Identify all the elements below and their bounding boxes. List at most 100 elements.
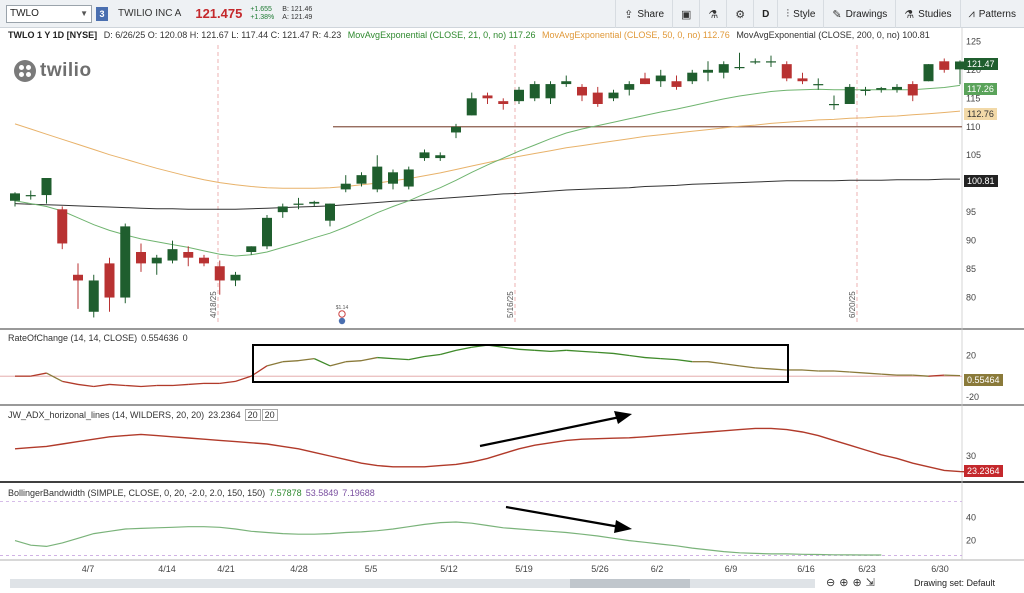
zoom-in-icon[interactable]: ⊕ (839, 577, 849, 589)
time-axis-label: 6/30 (931, 564, 949, 574)
candle-up (561, 81, 572, 85)
roc-line-segment (912, 374, 929, 377)
studies-button[interactable]: ⚗ Studies (895, 0, 959, 28)
roc-line-segment (707, 361, 724, 365)
candle-down (498, 101, 509, 104)
scrollbar-thumb[interactable] (570, 579, 690, 588)
roc-line-segment (802, 369, 819, 372)
roc-line-segment (770, 368, 787, 371)
candle-down (214, 266, 225, 281)
adx-box-2: 20 (261, 409, 278, 421)
cursor-icon[interactable]: ⇲ (865, 577, 875, 589)
roc-line-segment (30, 372, 47, 377)
price-scale-label: 90 (966, 236, 976, 246)
candle-up (41, 178, 52, 196)
roc-value-tag: 0.55464 (964, 374, 1003, 386)
candle-down (797, 78, 808, 82)
patterns-button[interactable]: ⩘ Patterns (959, 0, 1024, 28)
earnings-marker[interactable]: $1.14 (336, 305, 349, 325)
roc-line-segment (172, 383, 189, 387)
roc-scale-label: 20 (966, 351, 976, 361)
roc-line-segment (723, 363, 740, 367)
candle-up (860, 89, 871, 91)
aggregation-label: D (762, 8, 770, 20)
settings-button[interactable]: ⚙ (726, 0, 753, 28)
change-block: +1.655 +1.38% (250, 6, 274, 22)
ema200-line (14, 178, 960, 210)
ask-price: A: 121.49 (282, 13, 313, 21)
candle-up (419, 152, 430, 159)
ema200-legend[interactable]: MovAvgExponential (CLOSE, 200, 0, no) 10… (736, 30, 930, 40)
snapshot-button[interactable]: ▣ (672, 0, 699, 28)
date-marker-label: 4/18/25 (209, 291, 218, 318)
candle-up (655, 75, 666, 82)
candle-up (88, 280, 99, 312)
ema50-price-tag: 112.76 (964, 108, 997, 120)
price-panel (10, 52, 965, 318)
time-axis-label: 6/2 (651, 564, 664, 574)
drawing-set-label[interactable]: Drawing set: Default (914, 578, 996, 588)
lab-button[interactable]: ⚗ (699, 0, 726, 28)
ema21-legend[interactable]: MovAvgExponential (CLOSE, 21, 0, no) 117… (347, 30, 536, 40)
ema21-price-tag: 117.26 (964, 83, 997, 95)
candle-down (199, 257, 209, 264)
candle-up (277, 206, 288, 213)
svg-text:$1.14: $1.14 (336, 305, 349, 311)
bbw-line (14, 521, 882, 556)
adx-value-tag: 23.2364 (964, 465, 1003, 477)
roc-line-segment (235, 375, 252, 382)
roc-line-segment (739, 365, 756, 369)
horizontal-scrollbar[interactable] (10, 579, 815, 588)
symbol-input[interactable]: TWLO ▼ (6, 4, 92, 23)
patterns-label: Patterns (978, 8, 1016, 20)
adx-title[interactable]: JW_ADX_horizonal_lines (14, WILDERS, 20,… (8, 410, 205, 420)
crosshair-icon[interactable]: ⊕ (852, 577, 862, 589)
share-button[interactable]: ⇪ Share (615, 0, 672, 28)
roc-line-segment (140, 384, 157, 388)
zoom-out-icon[interactable]: ⊖ (826, 577, 836, 589)
candle-up (230, 274, 241, 281)
style-label: Style (793, 8, 816, 20)
study-legend: TWLO 1 Y 1D [NYSE] D: 6/26/25 O: 120.08 … (8, 30, 930, 40)
link-group-badge[interactable]: 3 (96, 6, 108, 21)
arrow-down-annotation[interactable] (505, 505, 632, 533)
candle-up (514, 89, 524, 102)
bbw-value-2: 53.5849 (305, 488, 339, 498)
aggregation-button[interactable]: D (753, 0, 777, 28)
roc-title[interactable]: RateOfChange (14, 14, CLOSE) (8, 333, 138, 343)
pencil-icon: ✎ (832, 8, 842, 21)
price-scale-label: 125 (966, 36, 981, 46)
candle-up (687, 72, 698, 82)
ema50-legend[interactable]: MovAvgExponential (CLOSE, 50, 0, no) 112… (542, 30, 730, 40)
logo-text: twilio (40, 60, 92, 81)
bbw-header: BollingerBandwidth (SIMPLE, CLOSE, 0, 20… (8, 488, 375, 498)
candle-up (529, 84, 540, 99)
bbw-title[interactable]: BollingerBandwidth (SIMPLE, CLOSE, 0, 20… (8, 488, 266, 498)
arrow-up-annotation[interactable] (479, 411, 632, 448)
candle-up (372, 166, 383, 190)
price-scale-label: 105 (966, 150, 981, 160)
style-button[interactable]: ⫶ Style (777, 0, 823, 28)
adx-header: JW_ADX_horizonal_lines (14, WILDERS, 20,… (8, 409, 278, 421)
candle-up (293, 203, 304, 205)
ema50-line (14, 110, 961, 189)
candle-up (340, 183, 351, 190)
candle-up (829, 104, 839, 106)
candle-down (577, 86, 587, 96)
roc-line-segment (282, 360, 299, 363)
time-axis-label: 6/9 (725, 564, 738, 574)
candle-up (262, 217, 272, 247)
chevron-down-icon[interactable]: ▼ (80, 9, 88, 18)
highlight-rectangle[interactable] (252, 344, 789, 383)
roc-line-segment (534, 349, 551, 353)
toolbar-actions: ⇪ Share ▣ ⚗ ⚙ D ⫶ Style ✎ Drawings ⚗ Studies… (615, 0, 1024, 28)
roc-line-segment (219, 380, 236, 385)
candle-down (671, 81, 682, 87)
roc-line-segment (849, 371, 866, 374)
drawings-button[interactable]: ✎ Drawings (823, 0, 895, 28)
bbw-scale-label: 40 (966, 512, 976, 522)
drawings-label: Drawings (845, 8, 888, 20)
price-scale-label: 95 (966, 207, 976, 217)
